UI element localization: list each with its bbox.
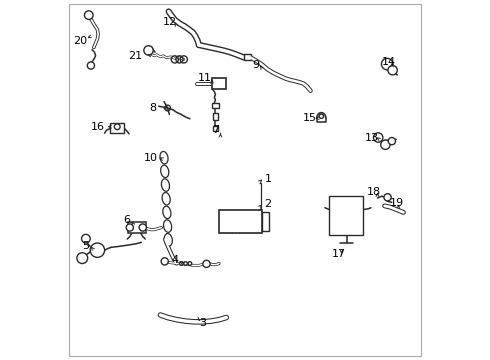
Circle shape	[381, 58, 393, 70]
Circle shape	[373, 133, 383, 142]
Bar	[128, 222, 146, 233]
Text: 4: 4	[171, 255, 178, 265]
Circle shape	[388, 66, 397, 75]
Circle shape	[319, 114, 323, 118]
Text: 3: 3	[199, 318, 206, 328]
Circle shape	[203, 260, 210, 267]
Text: 15: 15	[303, 113, 317, 123]
Ellipse shape	[164, 220, 171, 232]
Ellipse shape	[161, 165, 169, 177]
Ellipse shape	[164, 234, 172, 246]
Circle shape	[384, 194, 391, 201]
Bar	[262, 212, 270, 231]
Circle shape	[188, 262, 192, 265]
Text: 8: 8	[149, 103, 157, 113]
Text: 13: 13	[365, 132, 379, 143]
Ellipse shape	[160, 152, 168, 164]
Bar	[213, 126, 218, 131]
Circle shape	[388, 138, 395, 145]
Text: 12: 12	[162, 17, 176, 27]
Circle shape	[126, 224, 133, 231]
Circle shape	[114, 124, 120, 130]
Ellipse shape	[161, 179, 170, 191]
Text: 17: 17	[332, 249, 346, 259]
Text: 14: 14	[382, 57, 396, 67]
Bar	[329, 196, 364, 235]
Text: 16: 16	[90, 122, 104, 132]
Bar	[212, 78, 226, 89]
Bar	[212, 103, 219, 108]
Circle shape	[144, 46, 153, 55]
Circle shape	[381, 140, 390, 149]
Circle shape	[77, 253, 88, 264]
Text: 20: 20	[73, 36, 87, 46]
Text: 1: 1	[265, 174, 272, 184]
Text: 7: 7	[212, 125, 219, 135]
Bar	[245, 54, 251, 60]
Text: 5: 5	[82, 240, 89, 251]
Text: 9: 9	[252, 60, 259, 70]
Bar	[213, 113, 218, 120]
Text: 6: 6	[123, 215, 130, 225]
Circle shape	[161, 258, 169, 265]
Text: 18: 18	[367, 186, 381, 197]
Bar	[110, 123, 124, 133]
Text: 11: 11	[197, 73, 212, 84]
Bar	[219, 210, 262, 233]
Circle shape	[81, 234, 90, 243]
Text: 19: 19	[390, 198, 404, 208]
Circle shape	[90, 243, 104, 257]
Text: 2: 2	[264, 199, 271, 210]
Circle shape	[139, 224, 147, 231]
Circle shape	[179, 262, 183, 265]
Circle shape	[184, 262, 187, 265]
Text: 21: 21	[128, 51, 142, 61]
Circle shape	[84, 11, 93, 19]
Text: 10: 10	[144, 153, 158, 163]
Ellipse shape	[162, 193, 170, 205]
Circle shape	[87, 62, 95, 69]
Ellipse shape	[163, 206, 171, 219]
